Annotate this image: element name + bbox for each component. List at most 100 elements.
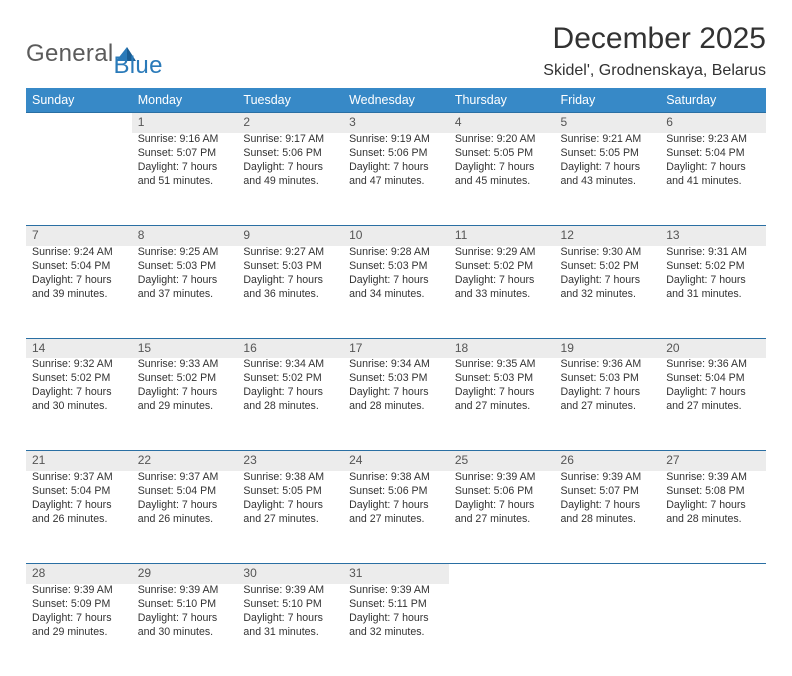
calendar-cell: Sunrise: 9:34 AMSunset: 5:03 PMDaylight:… [343, 358, 449, 450]
day-details: Sunrise: 9:32 AMSunset: 5:02 PMDaylight:… [32, 358, 126, 414]
sunset-line: Sunset: 5:07 PM [561, 485, 655, 499]
calendar-cell: Sunrise: 9:17 AMSunset: 5:06 PMDaylight:… [237, 133, 343, 225]
sunrise-line: Sunrise: 9:39 AM [349, 584, 443, 598]
day-details: Sunrise: 9:39 AMSunset: 5:11 PMDaylight:… [349, 584, 443, 640]
sunset-line: Sunset: 5:05 PM [243, 485, 337, 499]
logo-text-general: General [26, 40, 113, 68]
page-subtitle: Skidel', Grodnenskaya, Belarus [543, 62, 766, 80]
sunrise-line: Sunrise: 9:36 AM [561, 358, 655, 372]
day-details: Sunrise: 9:39 AMSunset: 5:08 PMDaylight:… [666, 471, 760, 527]
day-number: 25 [449, 450, 555, 471]
daylight-line: Daylight: 7 hours and 28 minutes. [349, 386, 443, 414]
day-details: Sunrise: 9:37 AMSunset: 5:04 PMDaylight:… [32, 471, 126, 527]
sunrise-line: Sunrise: 9:19 AM [349, 133, 443, 147]
logo: General Blue [26, 22, 163, 80]
calendar-cell: Sunrise: 9:35 AMSunset: 5:03 PMDaylight:… [449, 358, 555, 450]
daynum-row: 14151617181920 [26, 338, 766, 359]
sunset-line: Sunset: 5:04 PM [138, 485, 232, 499]
sunrise-line: Sunrise: 9:33 AM [138, 358, 232, 372]
day-number: 17 [343, 338, 449, 359]
sunrise-line: Sunrise: 9:37 AM [138, 471, 232, 485]
day-details: Sunrise: 9:39 AMSunset: 5:09 PMDaylight:… [32, 584, 126, 640]
weekday-header: Sunday [26, 88, 132, 112]
daylight-line: Daylight: 7 hours and 27 minutes. [243, 499, 337, 527]
weekday-header: Monday [132, 88, 238, 112]
day-number: 2 [237, 112, 343, 133]
sunrise-line: Sunrise: 9:24 AM [32, 246, 126, 260]
calendar-cell: Sunrise: 9:16 AMSunset: 5:07 PMDaylight:… [132, 133, 238, 225]
day-details: Sunrise: 9:39 AMSunset: 5:10 PMDaylight:… [243, 584, 337, 640]
day-number: 26 [555, 450, 661, 471]
sunrise-line: Sunrise: 9:39 AM [32, 584, 126, 598]
day-number: 29 [132, 563, 238, 584]
calendar-cell [660, 584, 766, 676]
daylight-line: Daylight: 7 hours and 29 minutes. [138, 386, 232, 414]
sunset-line: Sunset: 5:05 PM [455, 147, 549, 161]
weekday-header: Friday [555, 88, 661, 112]
day-details: Sunrise: 9:21 AMSunset: 5:05 PMDaylight:… [561, 133, 655, 189]
daylight-line: Daylight: 7 hours and 27 minutes. [455, 499, 549, 527]
sunset-line: Sunset: 5:06 PM [349, 485, 443, 499]
day-number: 15 [132, 338, 238, 359]
calendar-cell [449, 584, 555, 676]
day-number: 1 [132, 112, 238, 133]
weekday-header: Thursday [449, 88, 555, 112]
sunrise-line: Sunrise: 9:25 AM [138, 246, 232, 260]
day-number: 27 [660, 450, 766, 471]
day-details: Sunrise: 9:34 AMSunset: 5:02 PMDaylight:… [243, 358, 337, 414]
sunset-line: Sunset: 5:03 PM [455, 372, 549, 386]
sunset-line: Sunset: 5:04 PM [666, 147, 760, 161]
sunset-line: Sunset: 5:04 PM [32, 260, 126, 274]
calendar-content-row: Sunrise: 9:32 AMSunset: 5:02 PMDaylight:… [26, 358, 766, 450]
day-number: 13 [660, 225, 766, 246]
daylight-line: Daylight: 7 hours and 27 minutes. [349, 499, 443, 527]
daylight-line: Daylight: 7 hours and 47 minutes. [349, 161, 443, 189]
sunrise-line: Sunrise: 9:34 AM [243, 358, 337, 372]
sunrise-line: Sunrise: 9:29 AM [455, 246, 549, 260]
day-details: Sunrise: 9:25 AMSunset: 5:03 PMDaylight:… [138, 246, 232, 302]
sunrise-line: Sunrise: 9:38 AM [243, 471, 337, 485]
sunset-line: Sunset: 5:02 PM [138, 372, 232, 386]
calendar-cell: Sunrise: 9:28 AMSunset: 5:03 PMDaylight:… [343, 246, 449, 338]
day-number: 6 [660, 112, 766, 133]
sunrise-line: Sunrise: 9:20 AM [455, 133, 549, 147]
daylight-line: Daylight: 7 hours and 32 minutes. [561, 274, 655, 302]
daylight-line: Daylight: 7 hours and 30 minutes. [138, 612, 232, 640]
sunset-line: Sunset: 5:04 PM [32, 485, 126, 499]
day-number: 12 [555, 225, 661, 246]
calendar-content-row: Sunrise: 9:24 AMSunset: 5:04 PM Daylight:… [26, 246, 766, 338]
day-number: 24 [343, 450, 449, 471]
sunrise-line: Sunrise: 9:38 AM [349, 471, 443, 485]
calendar-cell: Sunrise: 9:29 AMSunset: 5:02 PMDaylight:… [449, 246, 555, 338]
day-details: Sunrise: 9:23 AMSunset: 5:04 PMDaylight:… [666, 133, 760, 189]
sunset-line: Sunset: 5:03 PM [349, 260, 443, 274]
day-details: Sunrise: 9:33 AMSunset: 5:02 PMDaylight:… [138, 358, 232, 414]
calendar-cell: Sunrise: 9:24 AMSunset: 5:04 PMDaylight:… [26, 246, 132, 338]
sunset-line: Sunset: 5:03 PM [561, 372, 655, 386]
day-details: Sunrise: 9:27 AMSunset: 5:03 PMDaylight:… [243, 246, 337, 302]
day-details: Sunrise: 9:20 AMSunset: 5:05 PMDaylight:… [455, 133, 549, 189]
sunset-line: Sunset: 5:10 PM [138, 598, 232, 612]
day-details: Sunrise: 9:31 AMSunset: 5:02 PMDaylight:… [666, 246, 760, 302]
day-number: 23 [237, 450, 343, 471]
sunset-line: Sunset: 5:06 PM [243, 147, 337, 161]
daylight-line: Daylight: 7 hours and 41 minutes. [666, 161, 760, 189]
day-details: Sunrise: 9:35 AMSunset: 5:03 PMDaylight:… [455, 358, 549, 414]
calendar-table: SundayMondayTuesdayWednesdayThursdayFrid… [26, 88, 766, 676]
day-number: 19 [555, 338, 661, 359]
day-number: 28 [26, 563, 132, 584]
daylight-line: Daylight: 7 hours and 31 minutes. [243, 612, 337, 640]
sunrise-line: Sunrise: 9:27 AM [243, 246, 337, 260]
sunrise-line: Sunrise: 9:30 AM [561, 246, 655, 260]
empty-daynum [26, 112, 132, 131]
sunset-line: Sunset: 5:04 PM [666, 372, 760, 386]
calendar-cell: Sunrise: 9:33 AMSunset: 5:02 PMDaylight:… [132, 358, 238, 450]
sunset-line: Sunset: 5:03 PM [243, 260, 337, 274]
calendar-cell: Sunrise: 9:39 AMSunset: 5:09 PMDaylight:… [26, 584, 132, 676]
daylight-line: Daylight: 7 hours and 27 minutes. [561, 386, 655, 414]
calendar-cell [26, 133, 132, 225]
day-details: Sunrise: 9:16 AMSunset: 5:07 PMDaylight:… [138, 133, 232, 189]
day-details: Sunrise: 9:30 AMSunset: 5:02 PMDaylight:… [561, 246, 655, 302]
day-details: Sunrise: 9:17 AMSunset: 5:06 PMDaylight:… [243, 133, 337, 189]
sunrise-line: Sunrise: 9:23 AM [666, 133, 760, 147]
